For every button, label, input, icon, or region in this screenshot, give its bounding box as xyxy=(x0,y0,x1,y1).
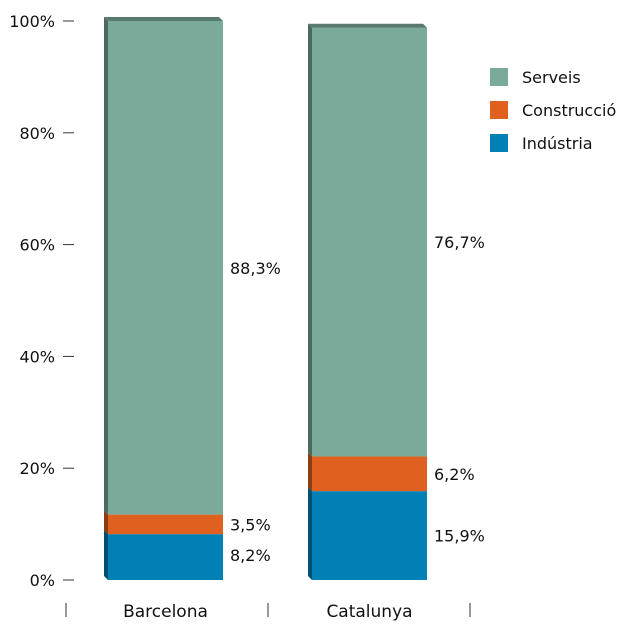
legend-label: Construcció xyxy=(522,101,616,120)
bar-segment xyxy=(108,534,223,580)
data-label: 15,9% xyxy=(434,527,485,546)
legend-swatch xyxy=(490,101,508,119)
legend-swatch xyxy=(490,134,508,152)
y-tick-label: 60% xyxy=(19,236,55,255)
data-label: 8,2% xyxy=(230,546,271,565)
x-category-label: Catalunya xyxy=(326,602,412,622)
y-axis: 0% 20% 40% 60% 80% 100% xyxy=(9,12,74,590)
legend: Serveis Construcció Indústria xyxy=(490,68,616,153)
data-label: 3,5% xyxy=(230,516,271,535)
bar-side-construcció xyxy=(104,510,108,535)
data-labels: 8,2% 3,5% 88,3% 15,9% 6,2% 76,7% xyxy=(230,233,485,565)
bar-segment xyxy=(312,491,427,580)
y-tick-label: 40% xyxy=(19,347,55,366)
y-tick-label: 80% xyxy=(19,124,55,143)
bar-side-serveis xyxy=(104,17,108,515)
bar-side-serveis xyxy=(308,23,312,457)
bar-side-indústria xyxy=(104,530,108,580)
y-tick-label: 100% xyxy=(9,12,55,31)
x-category-label: Barcelona xyxy=(123,602,208,622)
y-tick-label: 0% xyxy=(30,571,55,590)
y-tick-label: 20% xyxy=(19,459,55,478)
data-label: 76,7% xyxy=(434,233,485,252)
bar-segment xyxy=(108,21,223,515)
data-label: 88,3% xyxy=(230,259,281,278)
bar-segment xyxy=(312,27,427,457)
bars xyxy=(104,17,427,580)
x-axis: Barcelona Catalunya xyxy=(65,602,471,622)
bar-side-construcció xyxy=(308,452,312,492)
legend-swatch xyxy=(490,68,508,86)
bar-top-face xyxy=(104,17,223,21)
bar-segment xyxy=(312,456,427,492)
bar-segment xyxy=(108,514,223,535)
bar-side-indústria xyxy=(308,487,312,580)
legend-label: Serveis xyxy=(522,68,581,87)
data-label: 6,2% xyxy=(434,465,475,484)
bar-top-face xyxy=(308,23,427,28)
legend-label: Indústria xyxy=(522,134,593,153)
